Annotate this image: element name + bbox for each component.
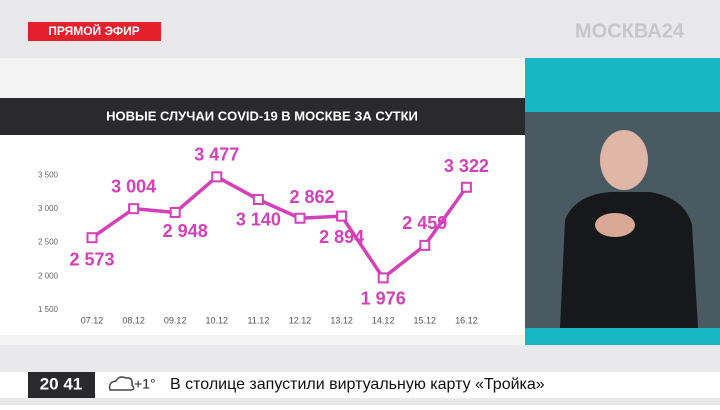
value-label: 3 322: [444, 156, 489, 176]
value-label: 2 862: [289, 187, 334, 207]
ticker-bar: [0, 372, 720, 398]
ticker-time: 20 41: [40, 374, 83, 393]
point-marker: [336, 210, 348, 222]
channel-logo: МОСКВА24: [575, 20, 685, 42]
point-marker: [460, 181, 472, 193]
value-label: 3 004: [111, 176, 156, 196]
point-marker: [252, 194, 264, 206]
x-tick-label: 13.12: [330, 315, 353, 325]
value-label: 2 894: [319, 227, 364, 247]
point-marker: [419, 239, 431, 251]
y-tick-label: 3 000: [38, 204, 59, 213]
live-badge: ПРЯМОЙ ЭФИР: [48, 23, 140, 38]
interpreter-hands: [595, 213, 635, 237]
interpreter-head: [600, 130, 648, 190]
point-marker: [377, 272, 389, 284]
x-tick-label: 07.12: [81, 315, 104, 325]
ticker-clock-bg: [28, 372, 95, 398]
value-label: 1 976: [361, 289, 406, 309]
x-tick-label: 09.12: [164, 315, 187, 325]
value-label: 2 459: [402, 213, 447, 233]
weather-icon: [108, 376, 135, 391]
y-tick-label: 2 500: [38, 238, 59, 247]
x-tick-label: 15.12: [414, 315, 437, 325]
value-label: 3 477: [194, 145, 239, 165]
value-label: 2 948: [163, 221, 208, 241]
x-tick-label: 14.12: [372, 315, 395, 325]
ticker-temperature: +1°: [134, 376, 156, 392]
chart-title: НОВЫЕ СЛУЧАИ COVID-19 В МОСКВЕ ЗА СУТКИ: [106, 108, 418, 123]
point-marker: [128, 203, 140, 215]
x-tick-label: 11.12: [247, 315, 269, 325]
x-tick-label: 10.12: [206, 315, 229, 325]
interpreter-body: [560, 192, 698, 328]
point-marker: [169, 206, 181, 218]
point-marker: [294, 212, 306, 224]
value-label: 3 140: [236, 209, 281, 229]
point-marker: [211, 171, 223, 183]
x-tick-label: 08.12: [122, 315, 145, 325]
value-label: 2 573: [69, 249, 114, 269]
y-tick-label: 1 500: [38, 305, 59, 314]
data-line: [90, 175, 468, 280]
live-badge-bg: [28, 22, 161, 41]
point-marker: [86, 232, 98, 244]
y-tick-label: 2 000: [38, 271, 59, 280]
x-tick-label: 16.12: [455, 315, 478, 325]
ticker-headline: В столице запустили виртуальную карту «Т…: [170, 376, 545, 393]
x-tick-label: 12.12: [289, 315, 312, 325]
y-tick-label: 3 500: [38, 170, 59, 179]
title-bar: [0, 98, 525, 135]
